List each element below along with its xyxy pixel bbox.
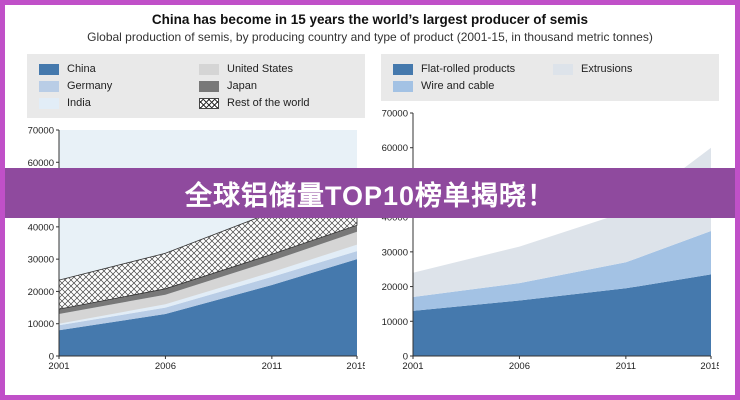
legend-item-germany: Germany <box>39 79 193 93</box>
x-axis-tick-label: 2001 <box>402 361 423 372</box>
chart-title: China has become in 15 years the world’s… <box>151 12 589 27</box>
legend-item-japan: Japan <box>199 79 353 93</box>
area-flat-rolled-products <box>413 274 711 356</box>
area-japan <box>59 225 357 314</box>
x-axis-tick-label: 2006 <box>155 361 176 372</box>
legend-label: Flat-rolled products <box>421 63 516 75</box>
legend-label: Extrusions <box>581 63 633 75</box>
overlay-banner[interactable]: 全球铝储量TOP10榜单揭晓！ <box>5 168 735 218</box>
y-axis-tick-label: 60000 <box>382 143 408 154</box>
legend-label: Rest of the world <box>227 97 310 109</box>
chart-block-by-country: China Germany India United States Japan Rest … <box>17 54 369 374</box>
y-axis-tick-label: 40000 <box>28 222 54 233</box>
legend-item-united-states: United States <box>199 62 353 76</box>
legend-swatch-rest-of-the-world <box>199 97 219 109</box>
production-by-product-chart: 0100002000030000400005000060000700002001… <box>382 109 719 373</box>
legend-item-india: India <box>39 96 193 110</box>
area-wire-and-cable <box>413 231 711 311</box>
area-extrusions <box>413 147 711 297</box>
legend-label: India <box>67 97 91 109</box>
y-axis-tick-label: 40000 <box>382 213 408 224</box>
legend-label: Japan <box>227 80 257 92</box>
area-china <box>59 259 357 356</box>
y-axis-tick-label: 0 <box>403 352 408 363</box>
charts-row: China Germany India United States Japan Rest … <box>5 54 735 374</box>
area-germany <box>59 251 357 331</box>
area-rest-of-the-world <box>58 169 358 310</box>
chart-block-by-product: Flat-rolled products Wire and cable Extrus… <box>371 54 723 374</box>
area-united-states <box>59 231 357 324</box>
y-axis-tick-label: 30000 <box>28 255 54 266</box>
legend-item-extrusions: Extrusions <box>553 62 707 76</box>
legend-swatch-extrusions <box>553 63 573 75</box>
y-axis-tick-label: 10000 <box>28 319 54 330</box>
legend-item-flat-rolled-products: Flat-rolled products <box>393 62 547 76</box>
legend-swatch-united-states <box>199 63 219 75</box>
y-axis-tick-label: 70000 <box>28 126 54 137</box>
x-axis-tick-label: 2001 <box>48 361 69 372</box>
x-axis-tick-label: 2011 <box>262 361 282 372</box>
y-axis-tick-label: 60000 <box>28 158 54 169</box>
legend-by-country: China Germany India United States Japan Rest … <box>27 54 365 118</box>
y-axis-tick-label: 20000 <box>382 282 408 293</box>
legend-swatch-china <box>39 63 59 75</box>
legend-label: Wire and cable <box>421 80 495 92</box>
legend-item-wire-and-cable: Wire and cable <box>393 79 547 93</box>
y-axis-tick-label: 70000 <box>382 109 408 120</box>
legend-item-rest-of-the-world: Rest of the world <box>199 96 353 110</box>
legend-item-china: China <box>39 62 193 76</box>
legend-swatch-flat-rolled-products <box>393 63 413 75</box>
y-axis-tick-label: 20000 <box>28 287 54 298</box>
x-axis-tick-label: 2006 <box>509 361 530 372</box>
production-by-country-chart: 0100002000030000400005000060000700002001… <box>28 126 365 373</box>
legend-label: China <box>67 63 96 75</box>
y-axis-tick-label: 0 <box>49 352 54 363</box>
legend-label: United States <box>227 63 294 75</box>
legend-swatch-wire-and-cable <box>393 80 413 92</box>
banner-text: 全球铝储量TOP10榜单揭晓！ <box>184 180 556 211</box>
legend-by-product: Flat-rolled products Wire and cable Extrus… <box>381 54 719 101</box>
legend-swatch-japan <box>199 80 219 92</box>
x-axis-tick-label: 2015 <box>346 361 365 372</box>
chart-subtitle: Global production of semis, by producing… <box>87 30 653 44</box>
legend-swatch-germany <box>39 80 59 92</box>
y-axis-tick-label: 10000 <box>382 317 408 328</box>
y-axis-tick-label: 30000 <box>382 247 408 258</box>
x-axis-tick-label: 2011 <box>616 361 636 372</box>
x-axis-tick-label: 2015 <box>700 361 719 372</box>
legend-swatch-india <box>39 97 59 109</box>
legend-label: Germany <box>67 80 113 92</box>
